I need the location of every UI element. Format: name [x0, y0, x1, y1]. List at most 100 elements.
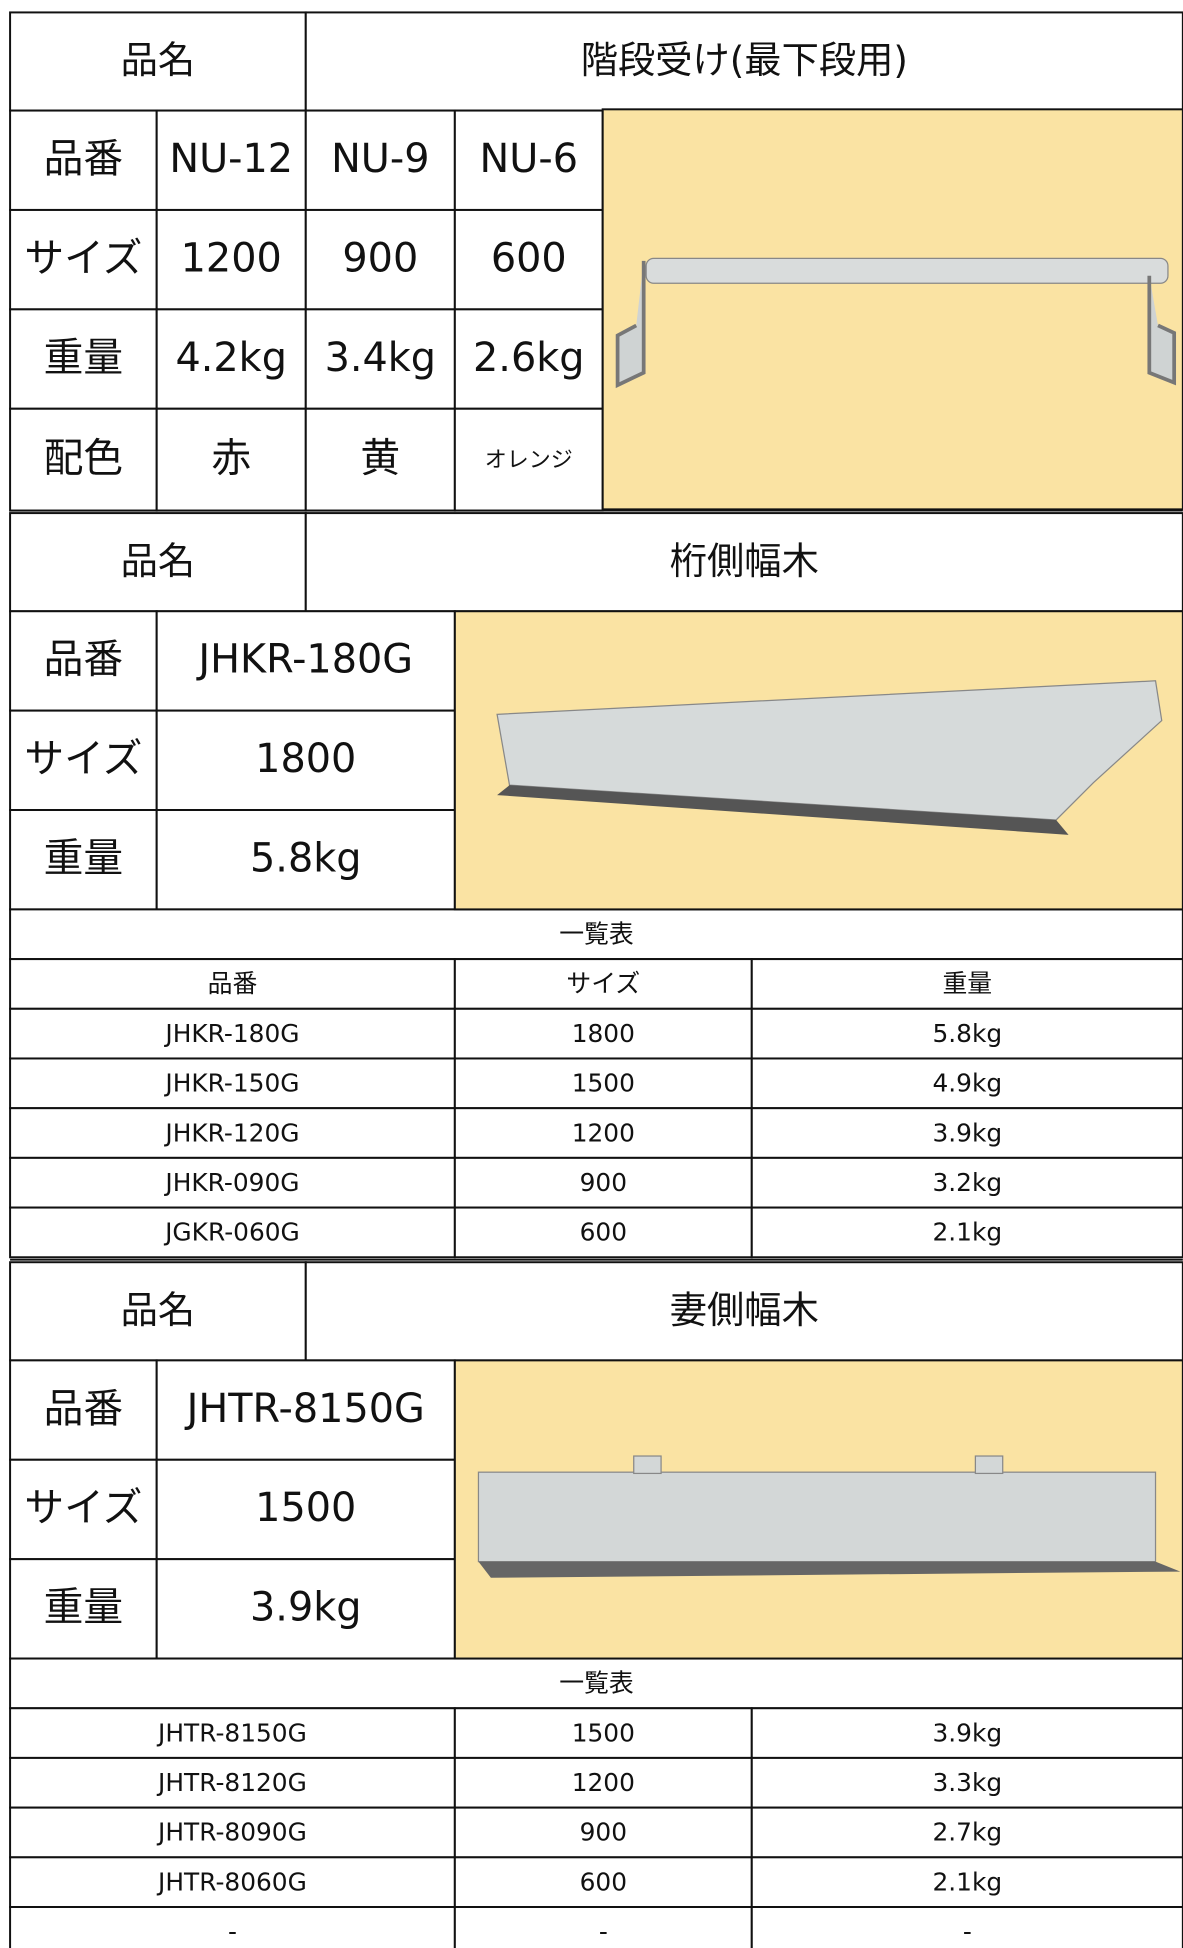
table-cell — [304, 1261, 1183, 1362]
cell-text: JHTR-8150G — [156, 1718, 307, 1747]
table-cell — [750, 1107, 1183, 1159]
cell-text: 5.8kg — [250, 835, 361, 881]
table-cell — [304, 308, 456, 410]
table-cell — [304, 11, 1183, 112]
cell-text: NU-9 — [331, 136, 429, 182]
cell-text: JGKR-060G — [163, 1218, 300, 1247]
table-cell — [9, 709, 158, 812]
table-cell — [9, 1156, 456, 1209]
cell-text: 配色 — [44, 435, 124, 481]
cell-text: JHTR-8120G — [156, 1768, 307, 1797]
cell-text: 3.9kg — [250, 1585, 361, 1631]
cell-text: 赤 — [211, 435, 251, 481]
cell-text: JHTR-8150G — [184, 1386, 425, 1432]
cell-text: サイズ — [24, 1485, 142, 1531]
cell-text: 900 — [580, 1818, 627, 1847]
cell-text: 1500 — [572, 1718, 635, 1747]
cell-text: 2.7kg — [932, 1818, 1002, 1847]
table-cell — [9, 1856, 456, 1908]
table-cell — [9, 11, 307, 112]
cell-text: 600 — [580, 1218, 627, 1247]
cell-text: JHTR-8090G — [156, 1818, 307, 1847]
cell-text: NU-6 — [480, 136, 578, 182]
cell-text: 重量 — [44, 835, 124, 881]
table-cell — [9, 1756, 456, 1809]
table-cell — [155, 1558, 456, 1660]
table-cell — [453, 308, 604, 410]
cell-text: 2.6kg — [473, 335, 584, 381]
cell-text: 品名 — [121, 38, 196, 82]
cell-text: 3.9kg — [932, 1118, 1002, 1147]
table-cell — [9, 1107, 456, 1159]
table-cell — [9, 1359, 158, 1461]
product-photo-1 — [601, 108, 1183, 511]
cell-text: JHKR-090G — [163, 1168, 299, 1197]
cell-text: 4.2kg — [175, 335, 286, 381]
cell-text: 重量 — [44, 1585, 124, 1631]
cell-text: 1500 — [255, 1485, 356, 1531]
table-cell — [750, 1806, 1183, 1859]
cell-text: 階段受け(最下段用) — [581, 38, 908, 82]
table-cell — [9, 1906, 456, 1948]
cell-text: 3.3kg — [932, 1768, 1002, 1797]
cell-text: 5.8kg — [932, 1019, 1002, 1048]
product-photo-2 — [453, 610, 1183, 911]
cell-text: 重量 — [942, 969, 992, 998]
cell-text: 品名 — [121, 1288, 196, 1332]
table-cell — [9, 1261, 307, 1362]
table-cell — [453, 1057, 753, 1110]
cell-text: 1800 — [255, 736, 356, 782]
cell-text: 2.1kg — [932, 1867, 1002, 1896]
cell-text: 1200 — [572, 1768, 635, 1797]
cell-text: - — [599, 1917, 608, 1946]
cell-text: 3.9kg — [932, 1718, 1002, 1747]
table-cell — [9, 908, 1183, 961]
cell-text: 一覧表 — [559, 919, 634, 948]
cell-text: 黄 — [360, 435, 400, 481]
table-cell — [453, 1707, 753, 1759]
cell-text: 品番 — [44, 637, 124, 683]
cell-text: NU-12 — [169, 136, 293, 182]
cell-text: 2.1kg — [932, 1218, 1002, 1247]
cell-text: 桁側幅木 — [670, 539, 819, 583]
cell-text: 900 — [342, 235, 418, 281]
table-cell — [453, 958, 753, 1010]
cell-text: 1200 — [181, 235, 282, 281]
cells: 品名 階段受け(最下段用) 品番 NU-12 NU-9 NU-6 サイズ 1200 900 600… — [9, 11, 1183, 1948]
table-cell — [750, 1206, 1183, 1259]
cell-text: 1500 — [572, 1069, 635, 1098]
table-cell — [453, 1007, 753, 1060]
cell-text: 600 — [580, 1867, 627, 1896]
table-cell — [453, 1156, 753, 1209]
cell-text: 1800 — [572, 1019, 635, 1048]
table-cell — [9, 407, 158, 512]
table-cell — [453, 1107, 753, 1159]
cell-text: サイズ — [24, 235, 142, 281]
table-cell — [155, 1458, 456, 1561]
table-cell — [453, 1856, 753, 1908]
cell-text: JHKR-180G — [163, 1019, 299, 1048]
cell-text: JHKR-180G — [195, 637, 413, 683]
cell-text: 品名 — [121, 539, 196, 583]
table-cell — [9, 958, 456, 1010]
table-cell — [9, 1657, 1183, 1710]
table-cell — [453, 1756, 753, 1809]
cell-text: オレンジ — [485, 448, 573, 473]
cell-text: - — [228, 1917, 237, 1946]
table-cell — [750, 1906, 1183, 1948]
cell-text: 1200 — [572, 1118, 635, 1147]
cell-text: 一覧表 — [559, 1669, 634, 1698]
table-cell — [155, 208, 307, 311]
cell-text: - — [963, 1917, 972, 1946]
cell-text: 重量 — [44, 335, 124, 381]
cell-text: JHKR-120G — [163, 1118, 299, 1147]
table-cell — [453, 407, 604, 512]
cell-text: JHTR-8060G — [156, 1867, 307, 1896]
cell-text: 4.9kg — [932, 1069, 1002, 1098]
table-cell — [9, 1057, 456, 1110]
cell-text: 品番 — [208, 969, 258, 998]
cell-text: 600 — [491, 235, 567, 281]
cell-text: 900 — [580, 1168, 627, 1197]
table-cell — [9, 610, 158, 712]
